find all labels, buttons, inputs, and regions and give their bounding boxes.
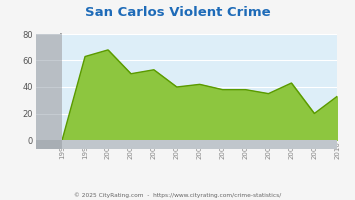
Text: © 2025 CityRating.com  -  https://www.cityrating.com/crime-statistics/: © 2025 CityRating.com - https://www.city… bbox=[74, 192, 281, 198]
Text: San Carlos Violent Crime: San Carlos Violent Crime bbox=[85, 6, 270, 19]
